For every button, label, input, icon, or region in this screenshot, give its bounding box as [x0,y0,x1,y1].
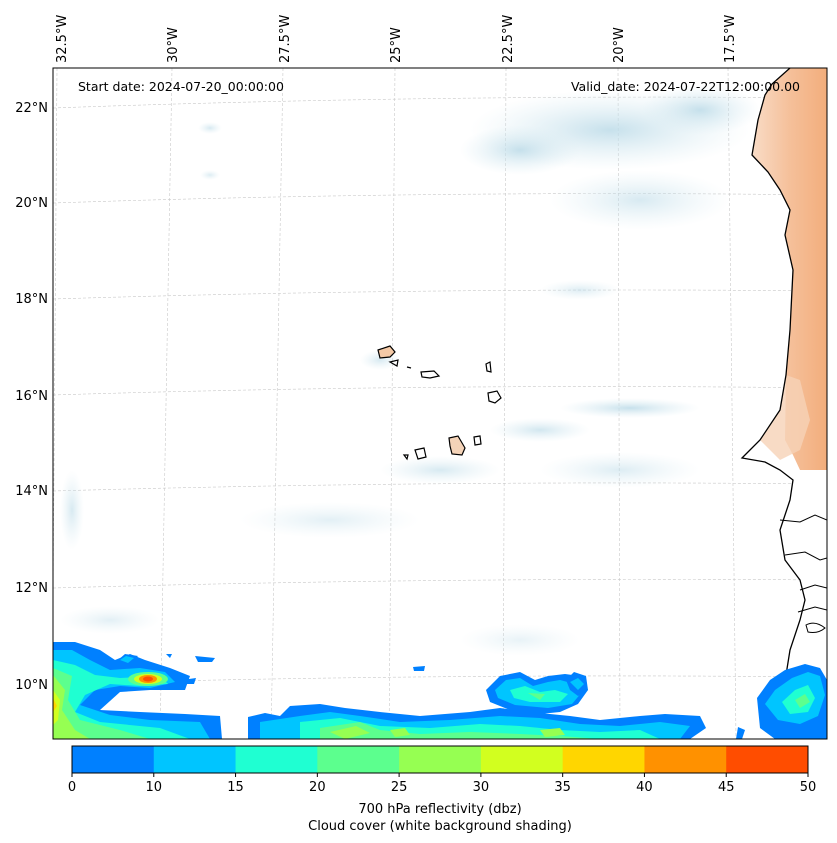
colorbar-tick-label: 45 [718,780,735,795]
africa-coast [740,68,827,739]
lon-label: 17.5°W [723,15,738,63]
lat-label: 10°N [15,678,48,693]
colorbar-tick-label: 50 [800,780,817,795]
colorbar: 0 10 15 20 25 30 35 40 45 50 700 hPa reflectivity… [68,745,817,834]
lon-label: 20°W [612,27,627,63]
colorbar-tick-label: 20 [309,780,326,795]
colorbar-swatch [644,746,727,773]
lon-label: 22.5°W [501,15,516,63]
cloud-cover-shading [60,85,760,656]
colorbar-swatch [72,746,155,773]
cape-verde-islands [377,345,502,461]
colorbar-tick-label: 25 [391,780,408,795]
lat-label: 22°N [15,101,48,116]
colorbar-sublabel: Cloud cover (white background shading) [308,819,572,834]
colorbar-tick-label: 0 [68,780,76,795]
start-date-label: Start date: 2024-07-20_00:00:00 [78,79,284,94]
lon-label: 25°W [389,27,404,63]
colorbar-swatch [480,746,564,773]
colorbar-tick-label: 10 [146,780,163,795]
colorbar-tick-label: 40 [636,780,653,795]
lat-label: 18°N [15,292,48,307]
lat-label: 14°N [15,484,48,499]
colorbar-swatch [235,746,318,773]
lat-label: 16°N [15,389,48,404]
latitude-labels: 22°N 20°N 18°N 16°N 14°N 12°N 10°N [15,101,48,693]
map-plot-area: Start date: 2024-07-20_00:00:00 Valid_da… [53,68,827,739]
colorbar-swatch [153,746,237,773]
colorbar-frame [71,745,809,774]
colorbar-tick-label: 35 [554,780,571,795]
lon-label: 32.5°W [55,15,70,63]
lon-label: 27.5°W [278,15,293,63]
colorbar-swatch [317,746,400,773]
colorbar-swatch [399,746,482,773]
colorbar-swatch [562,746,645,773]
lon-label: 30°W [166,27,181,63]
map-frame [52,67,828,740]
colorbar-tick-label: 15 [227,780,244,795]
reflectivity-contours [53,642,827,739]
lat-label: 20°N [15,196,48,211]
valid-date-label: Valid_date: 2024-07-22T12:00:00.00 [571,79,800,94]
lat-label: 12°N [15,581,48,596]
colorbar-swatch [726,746,809,773]
colorbar-tick-label: 30 [473,780,490,795]
colorbar-label: 700 hPa reflectivity (dbz) [358,802,521,817]
longitude-labels: 32.5°W 30°W 27.5°W 25°W 22.5°W 20°W 17.5… [55,15,738,63]
